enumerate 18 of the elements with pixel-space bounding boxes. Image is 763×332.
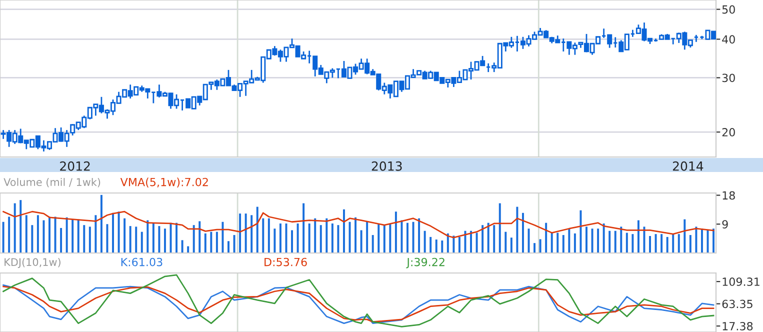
y-tick-label: 109.31 — [722, 278, 760, 286]
x-tick-label: 2014 — [672, 161, 704, 171]
chart-title: KDJ(10,1w) — [4, 258, 60, 268]
text: J:39.22 — [406, 258, 444, 268]
y-tick-label: 9 — [722, 220, 728, 228]
y-tick-label: 63.35 — [722, 300, 752, 308]
y-tick-label: 50 — [722, 5, 735, 14]
x-tick-label: 2012 — [60, 161, 90, 171]
y-tick-label: 40 — [722, 35, 735, 44]
text: VMA(5,1w):7.02 — [120, 178, 208, 188]
y-tick-label: 20 — [722, 128, 735, 136]
series-label: K:61.03 — [121, 258, 162, 266]
y-tick-label: 17.38 — [722, 322, 753, 330]
y-tick-label: 30 — [722, 74, 735, 82]
y-tick-label: 18 — [722, 191, 735, 200]
chart-title: Volume (mil / 1wk) — [4, 178, 100, 188]
x-tick-label: 2013 — [372, 161, 402, 171]
text: D:53.76 — [264, 258, 307, 266]
